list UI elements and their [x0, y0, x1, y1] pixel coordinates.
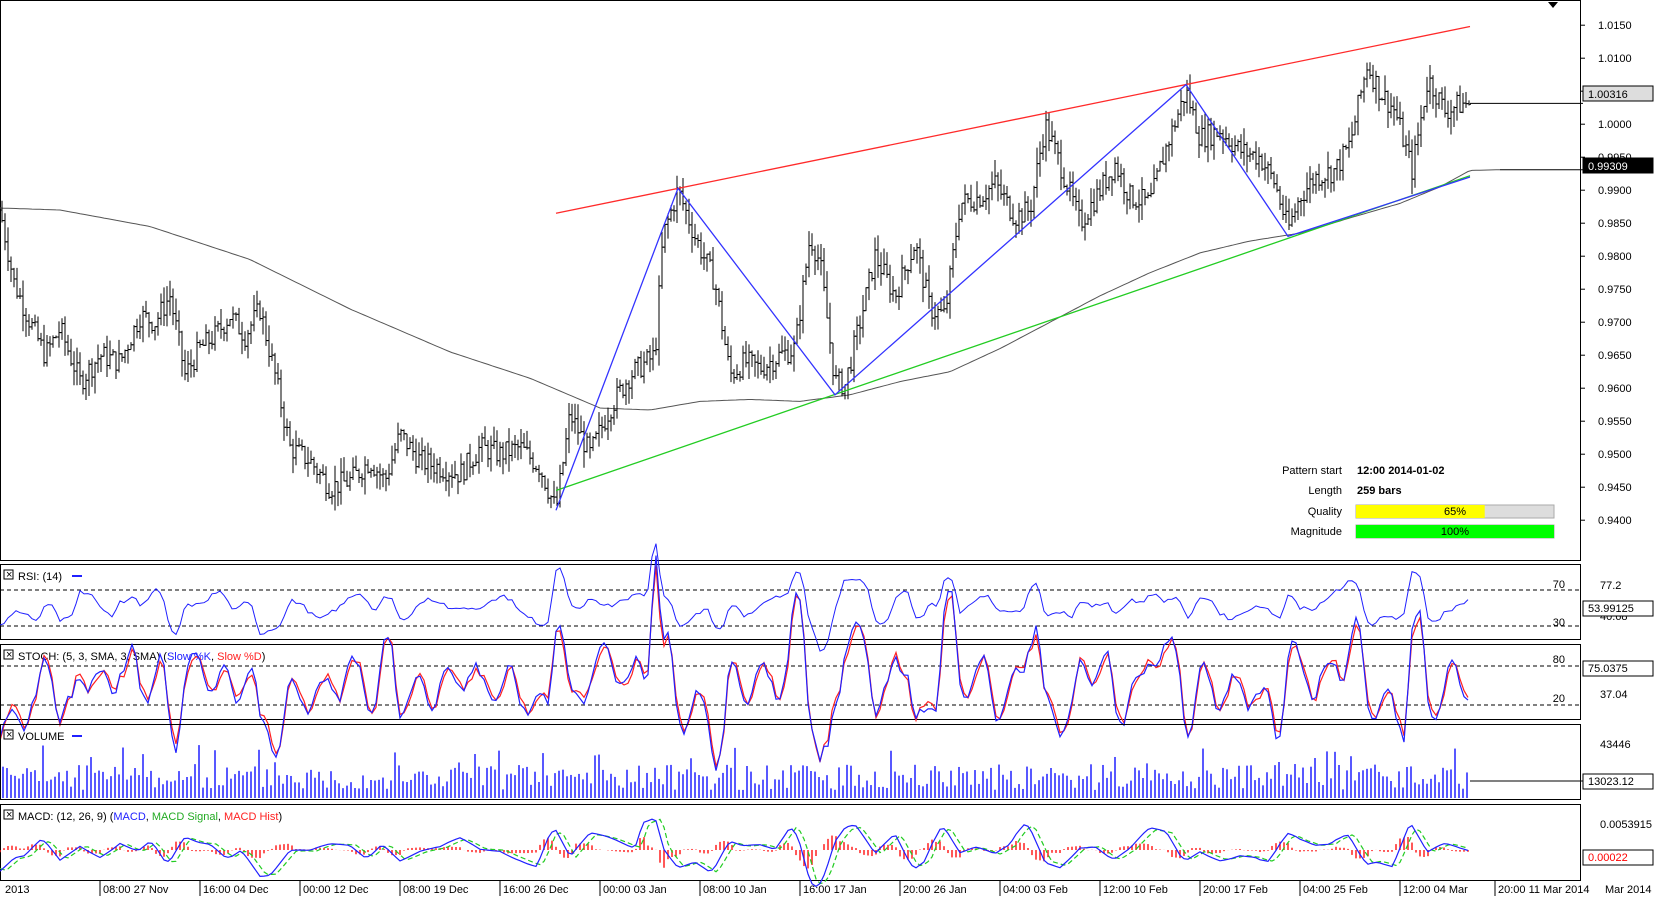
rsi-current-box — [1582, 600, 1654, 617]
time-tick-label: 04:00 03 Feb — [1003, 884, 1068, 896]
price-tick-label: 1.0150 — [1598, 20, 1632, 32]
stoch-level-80: 80 — [1553, 654, 1565, 666]
macd-signal-line — [0, 818, 1469, 885]
quality-bar-fill — [1356, 505, 1485, 518]
rsi-panel: × RSI: (14) 70 30 77.2 40.68 53.99125 — [0, 543, 1654, 652]
macd-panel: × MACD: (12, 26, 9) (MACD, MACD Signal, … — [0, 804, 1654, 888]
price-tick-label: 0.9750 — [1598, 284, 1632, 296]
rsi-line — [0, 543, 1469, 652]
price-tick-label: 0.9550 — [1598, 416, 1632, 428]
moving-average-line — [0, 169, 1501, 411]
time-tick-label: 08:00 19 Dec — [403, 884, 469, 896]
current-price-box — [1582, 85, 1654, 102]
pattern-zigzag-line — [555, 83, 1471, 511]
rsi-close-icon[interactable] — [3, 569, 14, 580]
volume-close-glyph: × — [6, 729, 12, 741]
main-panel: 1.01501.01001.00501.00000.99500.99000.98… — [0, 0, 1632, 561]
pattern-quality-label: Quality — [1308, 506, 1343, 518]
pattern-length-value: 259 bars — [1357, 485, 1402, 497]
pattern-start-value: 12:00 2014-01-02 — [1357, 465, 1444, 477]
macd-close-icon[interactable] — [3, 809, 14, 820]
time-tick-label: 20:00 17 Feb — [1203, 884, 1268, 896]
macd-line — [0, 818, 1469, 888]
stoch-title: STOCH: (5, 3, SMA, 3, SMA) (Slow %K, Slo… — [18, 651, 265, 663]
time-tick-label: 08:00 10 Jan — [703, 884, 767, 896]
time-tick-label: 2013 — [5, 884, 29, 896]
price-tick-label: 0.9900 — [1598, 185, 1632, 197]
pattern-quality-value: 65% — [1444, 506, 1466, 518]
pattern-info-box: Pattern start 12:00 2014-01-02 Length 25… — [1282, 465, 1555, 539]
stoch-close-icon[interactable] — [3, 649, 14, 660]
volume-current-value: 13023.12 — [1588, 776, 1634, 788]
stoch-current-box — [1582, 660, 1654, 677]
price-tick-label: 0.9600 — [1598, 383, 1632, 395]
time-tick-label: 12:00 04 Mar — [1403, 884, 1468, 896]
stoch-close-glyph: × — [6, 649, 12, 661]
price-tick-label: 0.9500 — [1598, 449, 1632, 461]
pattern-start-label: Pattern start — [1282, 465, 1342, 477]
volume-title: VOLUME — [18, 731, 64, 743]
ma-price-box — [1582, 157, 1654, 174]
volume-close-icon[interactable] — [3, 729, 14, 740]
chart-shift-icon[interactable] — [1548, 2, 1558, 8]
resistance-line — [555, 25, 1471, 214]
time-tick-label: 04:00 25 Feb — [1303, 884, 1368, 896]
time-tick-label: 20:00 26 Jan — [903, 884, 967, 896]
stoch-panel: × STOCH: (5, 3, SMA, 3, SMA) (Slow %K, S… — [0, 555, 1654, 771]
price-tick-label: 1.0000 — [1598, 119, 1632, 131]
price-tick-label: 0.9400 — [1598, 515, 1632, 527]
price-tick-label: 0.9650 — [1598, 350, 1632, 362]
time-tick-label: 16:00 26 Dec — [503, 884, 569, 896]
macd-close-glyph: × — [6, 809, 12, 821]
time-tick-label: 16:00 04 Dec — [203, 884, 269, 896]
price-tick-label: 0.9800 — [1598, 251, 1632, 263]
volume-scale-top: 43446 — [1600, 739, 1631, 751]
price-tick-label: 0.9700 — [1598, 317, 1632, 329]
price-tick-label: 0.9450 — [1598, 482, 1632, 494]
rsi-close-glyph: × — [6, 569, 12, 581]
macd-scale-top: 0.0053915 — [1600, 819, 1652, 831]
price-tick-label: 1.0100 — [1598, 53, 1632, 65]
macd-current-value: 0.00022 — [1588, 852, 1628, 864]
macd-current-box — [1582, 849, 1654, 866]
pattern-magnitude-value: 100% — [1441, 526, 1469, 538]
ma-price-value: 0.99309 — [1588, 161, 1628, 173]
stoch-k-line — [0, 555, 1469, 771]
price-labels: 1.00316 0.99309 — [1548, 2, 1654, 174]
time-tick-label: 20:00 11 Mar 2014 — [1498, 884, 1590, 896]
rsi-title: RSI: (14) — [18, 571, 62, 583]
support-line — [555, 175, 1471, 492]
macd-title: MACD: (12, 26, 9) (MACD, MACD Signal, MA… — [18, 811, 282, 823]
pattern-length-label: Length — [1308, 485, 1342, 497]
stoch-scale-mid: 37.04 — [1600, 689, 1628, 701]
current-price-value: 1.00316 — [1588, 89, 1628, 101]
time-tick-label: 16:00 17 Jan — [803, 884, 867, 896]
volume-panel: × VOLUME 43446 13023.12 — [0, 724, 1654, 800]
pattern-magnitude-label: Magnitude — [1291, 526, 1342, 538]
stoch-current-value: 75.0375 — [1588, 663, 1628, 675]
time-tick-label: 00:00 12 Dec — [303, 884, 369, 896]
magnitude-bar-fill — [1356, 525, 1554, 538]
rsi-level-70: 70 — [1553, 579, 1565, 591]
rsi-level-30: 30 — [1553, 617, 1565, 629]
stoch-level-20: 20 — [1553, 693, 1565, 705]
time-tick-label: 08:00 27 Nov — [103, 884, 169, 896]
price-tick-label: 0.9850 — [1598, 218, 1632, 230]
time-tick-label: 00:00 03 Jan — [603, 884, 667, 896]
time-axis: 2013 08:00 27 Nov 16:00 04 Dec 00:00 12 Dec… — [5, 881, 1651, 896]
time-tick-label: 12:00 10 Feb — [1103, 884, 1168, 896]
rsi-scale-top: 77.2 — [1600, 580, 1621, 592]
volume-current-box — [1582, 773, 1654, 790]
time-tick-label: Mar 2014 — [1605, 884, 1651, 896]
rsi-current-value: 53.99125 — [1588, 603, 1634, 615]
